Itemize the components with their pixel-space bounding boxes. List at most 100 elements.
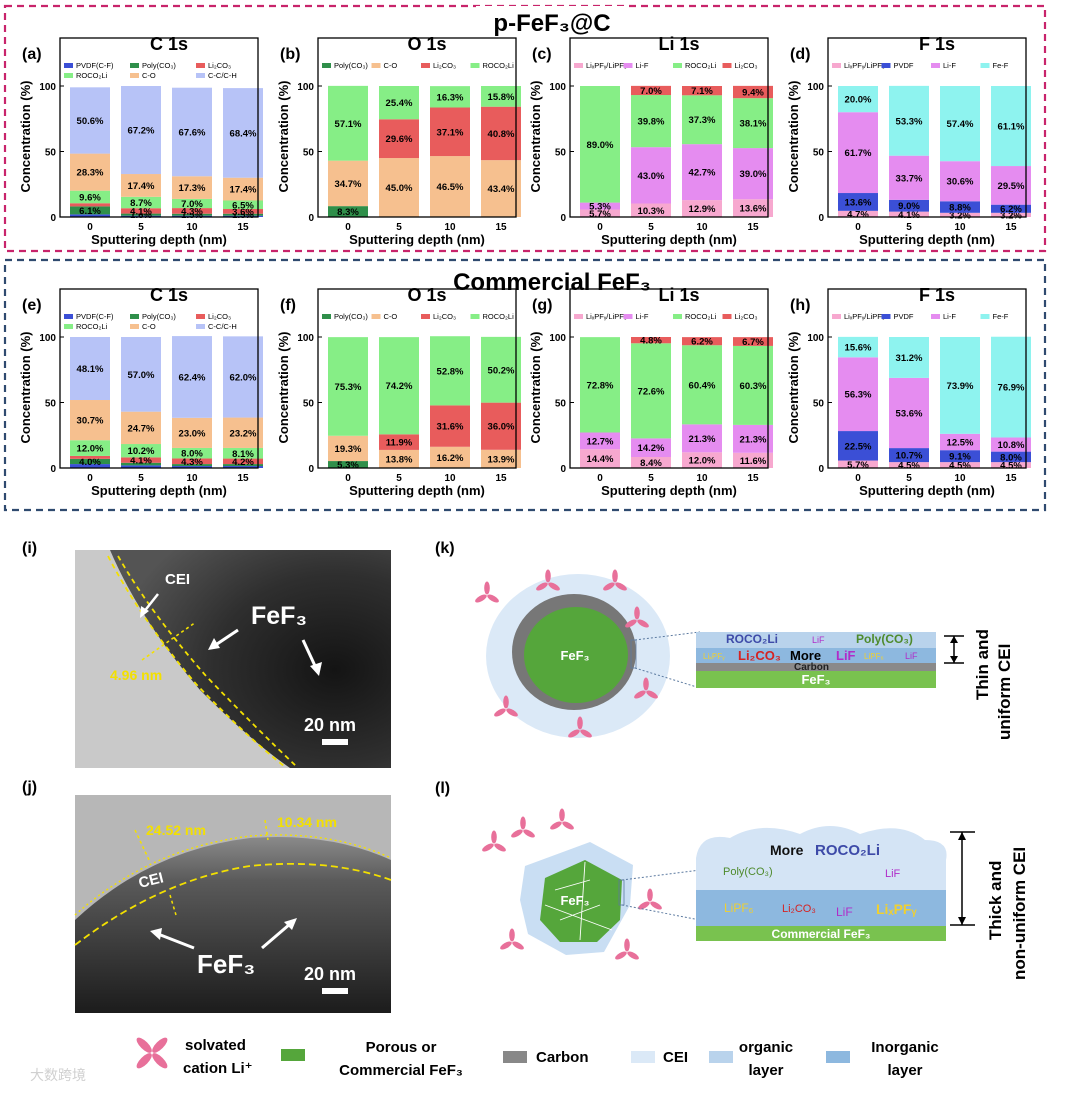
- data-label: 5.7%: [589, 209, 611, 220]
- legend-entry: Li₂CO₃: [208, 312, 231, 321]
- x-tick-label: 10: [186, 473, 198, 484]
- data-label: 68.4%: [230, 128, 257, 139]
- bar-segment: [733, 85, 773, 99]
- y-tick-label: 50: [303, 399, 315, 410]
- data-label: 8.4%: [640, 458, 662, 469]
- bar-segment: [223, 177, 263, 201]
- data-label: 4.3%: [181, 206, 203, 217]
- legend-swatch: [322, 314, 331, 319]
- data-label: 1.5%: [232, 210, 254, 221]
- x-tick-label: 10: [954, 222, 966, 233]
- layer-word-poly-co3: Poly(CO₃): [856, 632, 913, 646]
- legend-swatch: [130, 314, 139, 319]
- panel-label-d: (d): [790, 46, 810, 63]
- data-label: 31.2%: [896, 353, 923, 364]
- x-tick-label: 15: [1005, 222, 1017, 233]
- legend-swatch: [130, 324, 139, 329]
- data-label: 56.3%: [845, 390, 872, 401]
- chart-title: O 1s: [407, 285, 446, 305]
- bar-segment: [940, 201, 980, 213]
- legend-fef3-line1: Porous or: [366, 1039, 437, 1056]
- data-label: 12.0%: [77, 444, 104, 455]
- legend-li-line1: solvated: [185, 1037, 246, 1054]
- plot-frame: [569, 288, 769, 469]
- x-tick-label: 0: [87, 222, 93, 233]
- legend-swatch: [196, 314, 205, 319]
- data-label: 53.3%: [896, 116, 923, 127]
- y-tick-label: 50: [813, 399, 825, 410]
- bar-segment: [172, 447, 212, 459]
- bar-segment: [580, 337, 620, 433]
- legend-swatch: [130, 63, 139, 68]
- data-label: 6.2%: [691, 337, 713, 348]
- x-tick-label: 5: [648, 222, 654, 233]
- x-axis-label: Sputtering depth (nm): [859, 483, 995, 498]
- data-label: 20.0%: [845, 95, 872, 106]
- bar-segment: [481, 449, 521, 468]
- legend-swatch: [832, 314, 841, 319]
- y-tick-label: 100: [39, 333, 56, 344]
- bar-segment: [70, 214, 110, 217]
- data-label: 57.1%: [335, 119, 362, 130]
- schematic-k: (k) FeF₃ ROCO₂Li LiF Poly(CO₃) LiₓPFᵧ Li…: [435, 540, 1014, 740]
- data-label: 48.1%: [77, 364, 104, 375]
- data-label: 15.8%: [488, 92, 515, 103]
- legend-swatch: [881, 63, 891, 68]
- data-label: 14.4%: [587, 454, 614, 465]
- legend-entry: PVDF: [894, 61, 914, 70]
- x-tick-label: 0: [345, 473, 351, 484]
- bar-segment: [70, 87, 110, 154]
- x-tick-label: 15: [1005, 473, 1017, 484]
- bar-segment: [430, 405, 470, 447]
- data-label: 17.3%: [179, 183, 206, 194]
- bar-segment: [733, 345, 773, 425]
- bar-segment: [223, 458, 263, 465]
- legend-inorganic-swatch: [826, 1051, 850, 1063]
- legend-swatch: [130, 73, 139, 78]
- legend-swatch: [371, 63, 381, 68]
- y-tick-label: 100: [297, 82, 314, 93]
- y-tick-label: 100: [549, 82, 566, 93]
- legend-entry: Fe-F: [993, 312, 1009, 321]
- scale-bar-label: 20 nm: [304, 964, 356, 984]
- x-tick-label: 10: [186, 222, 198, 233]
- data-label: 8.0%: [1000, 452, 1022, 463]
- panel-label-a: (a): [22, 46, 42, 63]
- bar-segment: [940, 433, 980, 451]
- chart-e: (e) C 1s PVDF(C-F) Poly(CO₃) Li₂CO₃ ROCO₂Li C-…: [18, 285, 263, 498]
- legend-swatch: [722, 314, 732, 319]
- bar-segment: [682, 200, 722, 217]
- x-tick-label: 0: [87, 473, 93, 484]
- data-label: 15.6%: [845, 343, 872, 354]
- panel-label-h: (h): [790, 297, 810, 314]
- bar-segment: [631, 203, 671, 217]
- data-label: 42.7%: [689, 168, 716, 179]
- data-label: 37.1%: [437, 127, 464, 138]
- legend-entry: Li₂CO₃: [735, 312, 758, 321]
- legend-swatch: [673, 314, 682, 319]
- bar-segment: [121, 196, 161, 209]
- chart-c: (c) Li 1s LiₓPFᵧ/LiPF₆ Li-F ROCO₂Li Li₂CO₃ 5.7…: [528, 34, 773, 247]
- legend-swatch: [421, 63, 430, 68]
- data-label: 4.1%: [130, 456, 152, 467]
- legend-fef3-line2: Commercial FeF₃: [339, 1062, 463, 1079]
- bar-segment: [838, 112, 878, 194]
- data-label: 60.3%: [740, 381, 767, 392]
- data-label: 4.0%: [79, 457, 101, 468]
- data-label: 76.9%: [998, 383, 1025, 394]
- data-label: 12.7%: [587, 436, 614, 447]
- data-label: 4.3%: [181, 457, 203, 468]
- legend-entry: Poly(CO₃): [142, 61, 176, 70]
- panel-label-k: (k): [435, 540, 455, 557]
- layer-word-lixpfy: LiₓPFᵧ: [703, 652, 725, 661]
- bar-segment: [733, 98, 773, 149]
- data-label: 6.7%: [742, 337, 764, 348]
- bar-segment: [481, 86, 521, 107]
- x-axis-label: Sputtering depth (nm): [349, 483, 485, 498]
- bar-segment: [682, 337, 722, 346]
- bar-segment: [682, 95, 722, 145]
- bar-segment: [172, 336, 212, 418]
- legend-entry: ROCO₂Li: [685, 312, 717, 321]
- layer-word-li2co3: Li₂CO₃: [738, 648, 781, 663]
- data-label: 12.0%: [689, 456, 716, 467]
